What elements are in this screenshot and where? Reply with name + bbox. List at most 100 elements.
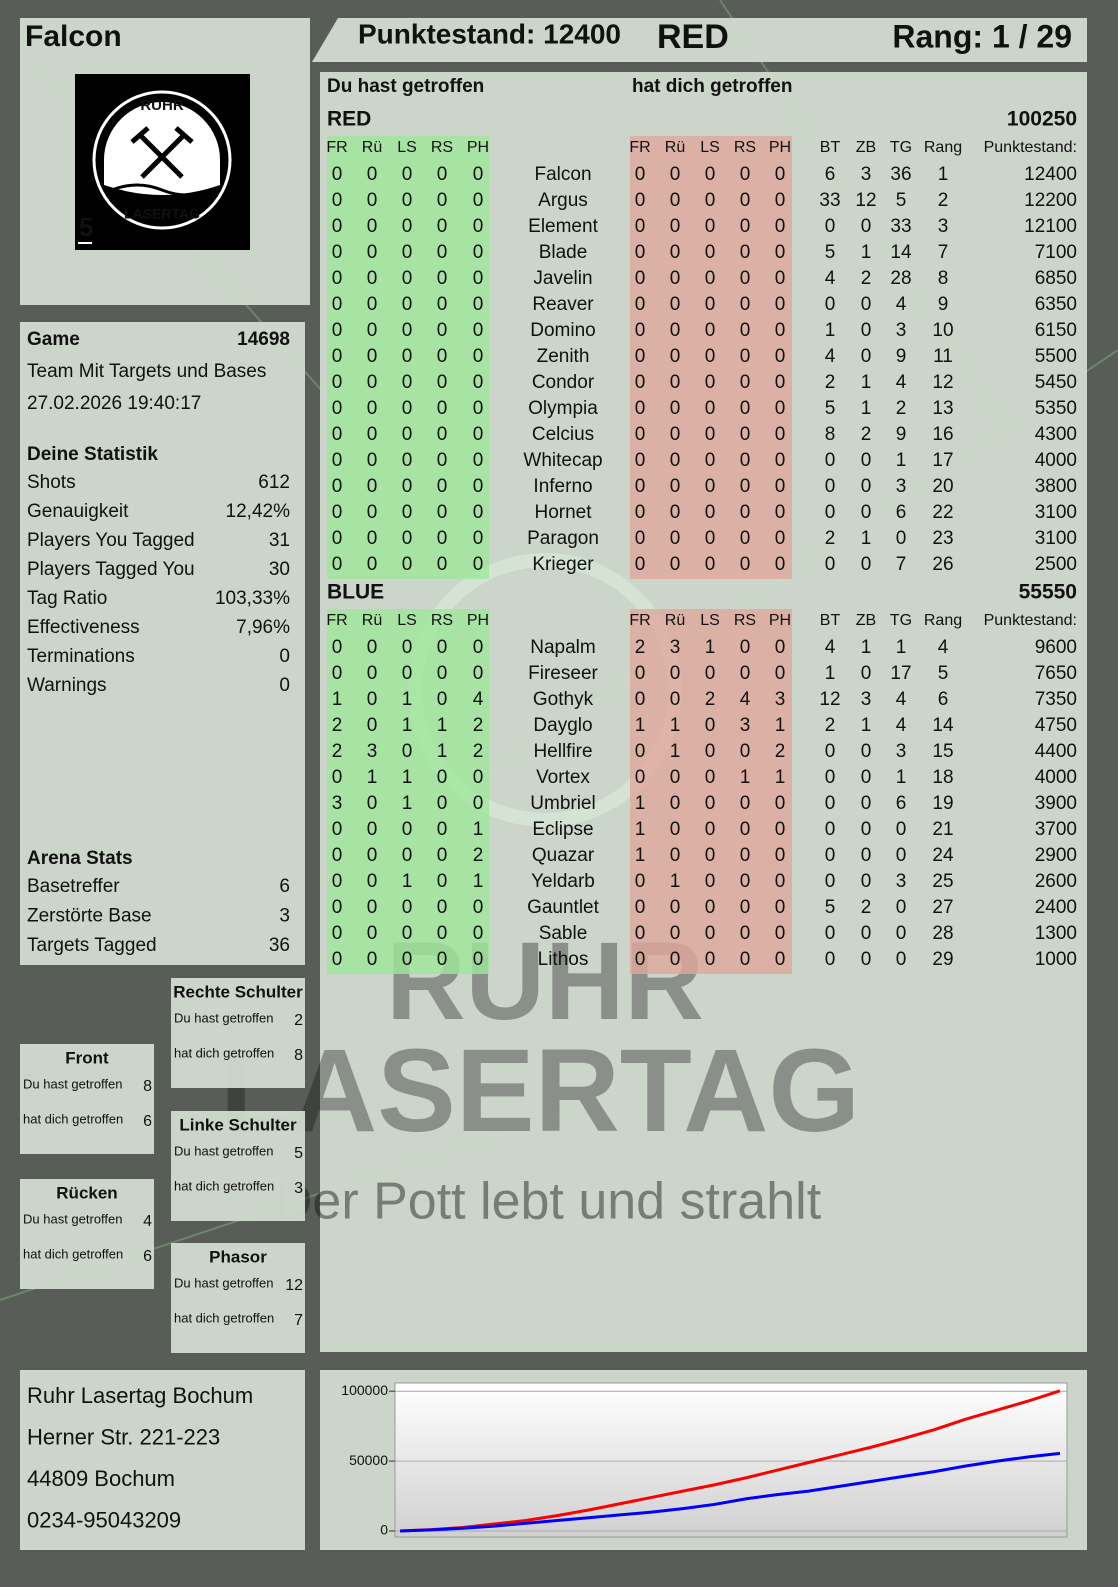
table-cell: 0 [740, 242, 751, 263]
table-cell: 0 [740, 268, 751, 289]
table-cell: 0 [402, 897, 413, 918]
table-cell: 1300 [1035, 923, 1077, 944]
table-cell: 0 [705, 346, 716, 367]
table-cell: 33 [819, 190, 840, 211]
table-cell: 0 [775, 372, 786, 393]
zone-label: Du hast getroffen [23, 1211, 123, 1226]
table-cell: 0 [635, 663, 646, 684]
table-cell: 0 [670, 320, 681, 341]
zone-label: hat dich getroffen [174, 1045, 274, 1060]
table-cell: 3 [896, 871, 907, 892]
zone-box [171, 1243, 305, 1353]
given-heading: Du hast getroffen [327, 76, 484, 97]
table-cell: 2900 [1035, 845, 1077, 866]
table-cell: 3 [332, 793, 343, 814]
table-cell: 0 [705, 268, 716, 289]
table-cell: 0 [635, 320, 646, 341]
table-cell: 3100 [1035, 502, 1077, 523]
table-cell: 0 [825, 554, 836, 575]
table-cell: 0 [332, 476, 343, 497]
table-cell: 0 [402, 450, 413, 471]
table-cell: 0 [670, 793, 681, 814]
table-cell: 0 [670, 190, 681, 211]
table-cell: 2 [775, 741, 786, 762]
table-cell: 0 [473, 923, 484, 944]
table-cell: 2400 [1035, 897, 1077, 918]
table-cell: 0 [861, 216, 872, 237]
table-cell: 26 [932, 554, 953, 575]
table-cell: 0 [437, 268, 448, 289]
table-cell: 0 [437, 190, 448, 211]
zone-label: hat dich getroffen [174, 1310, 274, 1325]
table-cell: 1 [670, 741, 681, 762]
table-cell: 5450 [1035, 372, 1077, 393]
table-cell: 4 [825, 637, 836, 658]
table-cell: 0 [740, 346, 751, 367]
table-cell: 0 [332, 242, 343, 263]
table-cell: 0 [367, 372, 378, 393]
received-highlight [630, 136, 792, 579]
column-header: Rü [665, 139, 685, 156]
table-cell: 0 [367, 346, 378, 367]
table-cell: 0 [367, 845, 378, 866]
game-datetime: 27.02.2026 19:40:17 [27, 393, 201, 414]
table-cell: 0 [332, 372, 343, 393]
stat-value: 30 [269, 559, 290, 580]
table-cell: 0 [825, 476, 836, 497]
table-cell: 9 [896, 346, 907, 367]
table-cell: 1 [367, 767, 378, 788]
table-cell: 0 [896, 528, 907, 549]
stat-value: 12,42% [226, 501, 291, 522]
table-cell: 0 [402, 216, 413, 237]
column-header: FR [629, 139, 650, 156]
received-highlight [630, 609, 792, 974]
logo-dome [104, 102, 220, 195]
table-cell: 0 [437, 871, 448, 892]
table-cell: 2 [705, 689, 716, 710]
table-cell: 6 [896, 502, 907, 523]
table-cell: 0 [437, 424, 448, 445]
received-heading: hat dich getroffen [632, 76, 792, 97]
table-cell: 0 [367, 424, 378, 445]
table-cell: 0 [473, 190, 484, 211]
table-cell: 5 [896, 190, 907, 211]
table-cell: 0 [332, 663, 343, 684]
rank: Rang: 1 / 29 [892, 18, 1072, 54]
table-cell: 14 [890, 242, 912, 263]
table-cell: 0 [740, 663, 751, 684]
table-cell: 25 [932, 871, 953, 892]
given-highlight [327, 609, 489, 974]
zone-box [171, 978, 305, 1088]
table-cell: 12200 [1024, 190, 1077, 211]
table-cell: 0 [437, 949, 448, 970]
table-cell: 6 [825, 164, 836, 185]
team-total: 55550 [1019, 581, 1077, 604]
table-cell: 0 [635, 897, 646, 918]
table-cell: 28 [890, 268, 911, 289]
table-cell: 0 [825, 793, 836, 814]
table-cell: 0 [332, 554, 343, 575]
table-cell: 8 [825, 424, 836, 445]
table-cell: 0 [775, 242, 786, 263]
table-cell: 3 [861, 689, 872, 710]
player-name-cell: Quazar [532, 845, 595, 866]
table-cell: 0 [861, 949, 872, 970]
table-cell: 0 [775, 450, 786, 471]
table-cell: 0 [740, 450, 751, 471]
table-cell: 0 [402, 554, 413, 575]
table-cell: 0 [775, 819, 786, 840]
column-header: PH [467, 139, 489, 156]
stat-value: 0 [279, 675, 290, 696]
table-cell: 0 [775, 502, 786, 523]
table-cell: 1 [825, 663, 836, 684]
score: Punktestand: 12400 [358, 18, 621, 49]
table-cell: 1 [861, 528, 872, 549]
table-cell: 0 [473, 242, 484, 263]
table-cell: 0 [402, 398, 413, 419]
player-name-cell: Sable [539, 923, 588, 944]
table-cell: 1 [670, 715, 681, 736]
player-name-cell: Whitecap [523, 450, 602, 471]
zone-value: 8 [294, 1047, 303, 1064]
table-cell: 0 [775, 637, 786, 658]
table-cell: 36 [890, 164, 911, 185]
